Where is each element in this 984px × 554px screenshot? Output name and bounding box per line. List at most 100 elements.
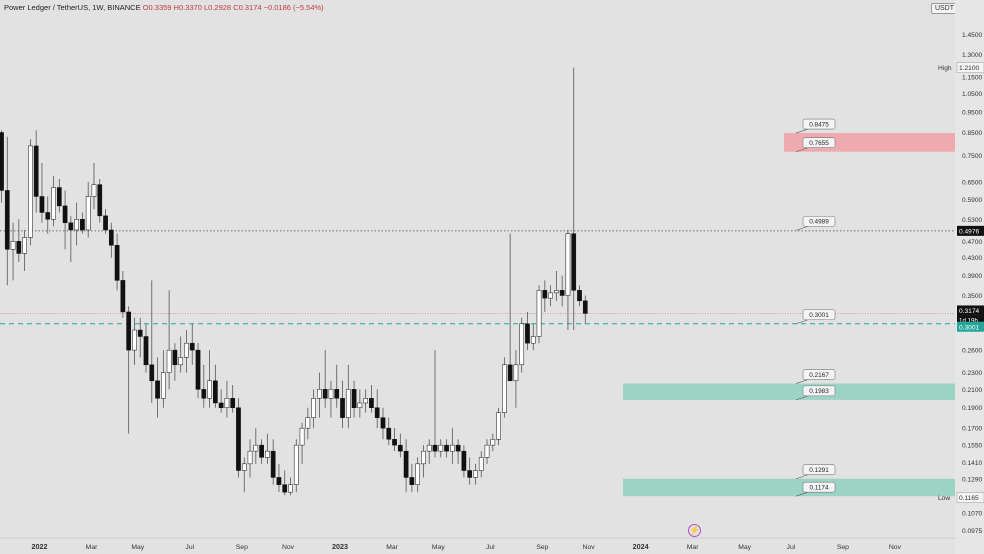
- level-b-tag: 0.3001: [959, 324, 980, 331]
- y-tick-label: 0.1290: [962, 476, 983, 483]
- x-tick-label: May: [432, 544, 445, 551]
- callout-label: 0.7655: [809, 140, 829, 147]
- green-zone: [623, 383, 955, 400]
- candle-body: [241, 463, 247, 471]
- candle-body: [392, 439, 397, 446]
- candle-body: [126, 311, 132, 351]
- candle-body: [444, 444, 449, 452]
- candle-body: [519, 323, 525, 366]
- candle-body: [484, 444, 490, 458]
- callout-box: [802, 385, 836, 397]
- candle-body: [525, 323, 530, 344]
- y-tick-label: 0.6500: [962, 179, 983, 186]
- low-box: [956, 492, 984, 503]
- candle-body: [530, 336, 536, 344]
- callout-box: [802, 481, 836, 493]
- candle-body: [478, 457, 484, 471]
- x-tick-label: Sep: [536, 544, 548, 551]
- callout-label: 0.4989: [809, 219, 829, 226]
- x-tick-label: May: [131, 544, 144, 551]
- candle-body: [33, 145, 39, 197]
- countdown-bg: [957, 315, 984, 325]
- candle-body: [571, 233, 577, 291]
- y-tick-label: 0.3500: [962, 293, 983, 300]
- candle-body: [311, 398, 316, 418]
- candle-body: [467, 470, 473, 478]
- candle-body: [536, 290, 542, 337]
- candle-body: [80, 219, 85, 231]
- candle-body: [507, 364, 513, 382]
- candle-body: [230, 398, 236, 408]
- candle-body: [45, 212, 51, 220]
- y-tick-label: 0.0975: [962, 528, 983, 535]
- candle-body: [328, 389, 334, 399]
- candle-body: [559, 290, 565, 296]
- callout-box: [802, 369, 836, 380]
- x-tick-label: Jul: [486, 544, 495, 551]
- candle-body: [28, 145, 33, 238]
- candle-body: [56, 187, 62, 207]
- last-price-tag-bg: [957, 305, 984, 316]
- candle-body: [496, 412, 501, 440]
- callout-box: [802, 216, 836, 227]
- y-tick-label: 1.4500: [962, 32, 983, 39]
- callout-box: [802, 309, 836, 321]
- candle-body: [97, 184, 103, 217]
- x-tick-label: Nov: [282, 544, 295, 551]
- candle-body: [74, 219, 79, 231]
- low-value: 0.1165: [959, 495, 979, 502]
- candle-body: [322, 389, 328, 399]
- x-tick-label: Mar: [687, 544, 699, 551]
- candle-body: [554, 290, 559, 294]
- y-tick-label: 1.1500: [962, 74, 983, 81]
- candle-body: [160, 372, 166, 399]
- y-tick-label: 0.2600: [962, 348, 983, 355]
- candle-body: [461, 450, 467, 471]
- high-label: High: [938, 65, 952, 72]
- candle-body: [91, 184, 97, 197]
- high-box: [956, 62, 984, 73]
- candle-body: [189, 342, 195, 351]
- candle-body: [415, 463, 421, 485]
- candle-body: [473, 470, 478, 478]
- callout-box: [802, 118, 836, 130]
- candle-body: [201, 389, 207, 399]
- candle-body: [184, 342, 189, 358]
- y-tick-label: 0.5300: [962, 217, 983, 224]
- callout-label: 0.1983: [809, 388, 829, 395]
- y-tick-label: 0.1550: [962, 443, 983, 450]
- candle-body: [455, 444, 461, 452]
- x-tick-label: 2023: [332, 542, 348, 551]
- candle-body: [236, 407, 241, 471]
- settings-icon[interactable]: ⚡: [688, 524, 701, 537]
- x-tick-label: Sep: [236, 544, 248, 551]
- callout-box: [802, 137, 836, 149]
- x-tick-label: Nov: [583, 544, 596, 551]
- candle-body: [449, 444, 455, 452]
- candle-body: [432, 444, 438, 452]
- candle-body: [265, 450, 270, 458]
- candle-body: [380, 417, 386, 429]
- y-tick-label: 0.1070: [962, 511, 983, 518]
- candle-body: [39, 196, 45, 213]
- x-tick-label: Sep: [837, 544, 849, 551]
- callout-label: 0.3001: [809, 312, 829, 319]
- candle-body: [85, 196, 91, 231]
- y-tick-label: 0.7500: [962, 153, 983, 160]
- candle-body: [438, 444, 444, 452]
- x-tick-label: Mar: [86, 544, 98, 551]
- x-tick-label: Mar: [386, 544, 398, 551]
- candle-body: [421, 450, 426, 465]
- symbol-title: Power Ledger / TetherUS, 1W, BINANCE: [4, 3, 141, 12]
- candle-body: [195, 349, 201, 390]
- candle-body: [542, 290, 548, 299]
- candle-body: [247, 450, 253, 465]
- x-tick-label: Jul: [185, 544, 194, 551]
- level-a-tag: 0.4976: [959, 228, 980, 235]
- candle-body: [62, 205, 68, 224]
- candle-body: [155, 380, 160, 399]
- candle-body: [345, 389, 351, 418]
- last-price-tag: 0.3174: [959, 308, 980, 315]
- candle-body: [4, 190, 10, 250]
